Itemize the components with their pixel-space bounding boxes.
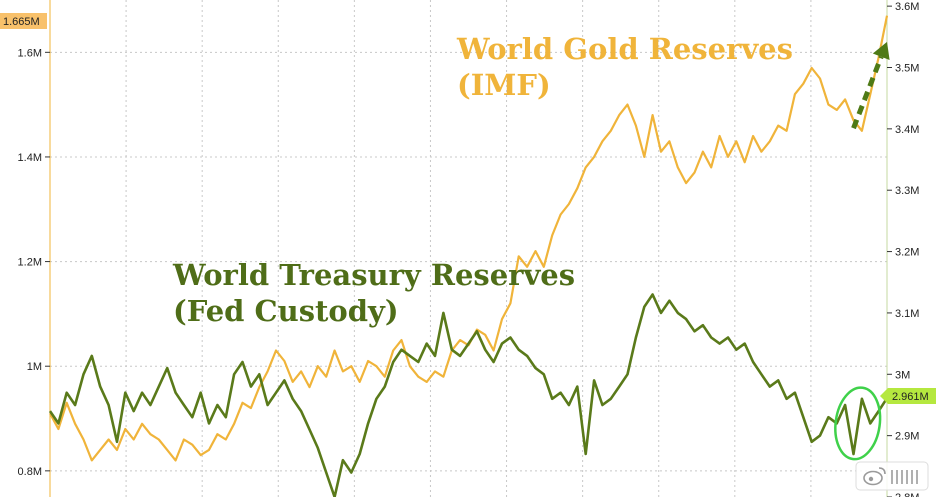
left-tick-label: 1.2M [18,257,42,269]
left-axis-ticks: 0.8M 1M 1.2M 1.4M 1.6M [18,47,50,478]
trend-arrow-shaft [851,55,884,130]
annotations [834,41,890,461]
right-tick-label: 3.5M [895,62,919,74]
weibo-watermark [855,461,929,491]
series-label-gold: World Gold Reserves (IMF) [456,32,803,102]
treasury-last-value-label: 2.961M [892,391,929,403]
left-tick-label: 1.4M [18,152,42,164]
right-tick-label: 3.2M [895,247,919,259]
highlight-circle [834,386,882,461]
treasury-reserves-line [48,293,889,497]
right-tick-label: 3M [895,369,910,381]
right-axis-ticks: 2.8M 2.9M 3M 3.1M 3.2M 3.3M 3.4M 3.5M 3.6M [887,1,919,497]
gold-last-value-badge: 1.665M [0,13,47,29]
right-tick-label: 2.8M [895,492,919,497]
series-lines [48,15,889,497]
left-tick-label: 1M [27,361,42,373]
right-tick-label: 3.3M [895,185,919,197]
trend-arrow-head-icon [872,41,890,61]
treasury-last-value-badge: 2.961M [880,388,936,404]
right-tick-label: 2.9M [895,431,919,443]
series-label-treasury-line-1: World Treasury Reserves [172,258,575,292]
series-label-gold-line-1: World Gold Reserves [456,32,793,66]
weibo-logo-icon [863,467,886,486]
gold-last-value-label: 1.665M [3,16,40,28]
watermark-bars-icon [891,470,918,484]
right-tick-label: 3.4M [895,124,919,136]
last-value-badges: 1.665M 2.961M [0,13,936,404]
left-tick-label: 0.8M [18,466,42,478]
right-tick-label: 3.1M [895,308,919,320]
left-tick-label: 1.6M [18,47,42,59]
series-label-treasury-line-2: (Fed Custody) [173,294,399,328]
series-label-treasury: World Treasury Reserves (Fed Custody) [172,258,585,328]
series-label-gold-line-2: (IMF) [457,68,551,102]
right-tick-label: 3.6M [895,1,919,13]
